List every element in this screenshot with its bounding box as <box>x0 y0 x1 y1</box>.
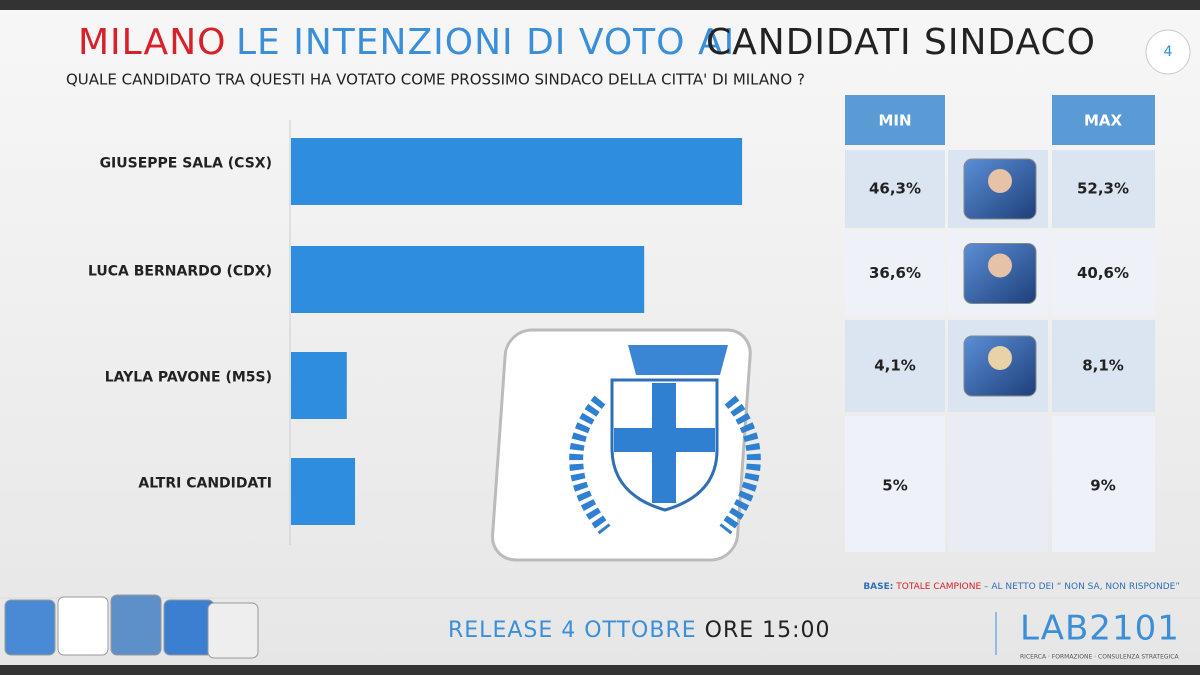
bar <box>291 138 743 205</box>
sample: TOTALE CAMPIONE <box>895 582 981 592</box>
photo-face <box>988 253 1012 278</box>
title-main: LE INTENZIONI DI VOTO AI <box>236 22 735 63</box>
cell <box>1052 232 1155 315</box>
min-cell: 5% <box>882 477 907 495</box>
category-label: LUCA BERNARDO (CDX) <box>88 264 272 280</box>
subtitle: QUALE CANDIDATO TRA QUESTI HA VOTATO COM… <box>66 71 805 89</box>
time: ORE 15:00 <box>705 618 831 643</box>
bar <box>291 246 645 313</box>
cell <box>845 232 945 315</box>
cell <box>948 416 1048 552</box>
max-cell: 40,6% <box>1077 264 1129 282</box>
max-cell: 8,1% <box>1082 357 1124 375</box>
max-cell: 9% <box>1090 477 1115 495</box>
release-note: RELEASE 4 OTTOBRE ORE 15:00 <box>448 618 831 643</box>
title-city: MILANO <box>78 22 226 63</box>
rest: – AL NETTO DEI “ NON SA, NON RISPONDE” <box>984 582 1180 592</box>
header-cell <box>845 95 945 145</box>
header-min: MIN <box>878 112 911 130</box>
title-end: CANDIDATI SINDACO <box>706 22 1096 63</box>
tagline: RICERCA · FORMAZIONE · CONSULENZA STRATE… <box>1020 654 1179 661</box>
min-cell: 36,6% <box>869 264 921 282</box>
base: BASE: <box>863 582 893 592</box>
category-label: GIUSEPPE SALA (CSX) <box>100 156 272 172</box>
page-number: 4 <box>1164 44 1173 60</box>
cell <box>845 416 945 552</box>
header-max: MAX <box>1084 112 1123 130</box>
cell <box>1052 416 1155 552</box>
cell <box>1052 320 1155 412</box>
cell <box>845 150 945 228</box>
page-circle <box>1145 29 1191 75</box>
release: RELEASE 4 OTTOBRE <box>448 618 697 643</box>
photo-face <box>988 346 1012 370</box>
min-cell: 4,1% <box>874 357 916 375</box>
min-cell: 46,3% <box>869 180 921 198</box>
bar <box>291 458 356 525</box>
logo: LAB2101 <box>1020 609 1180 649</box>
category-label: ALTRI CANDIDATI <box>138 476 272 492</box>
bar <box>291 352 347 419</box>
emblem <box>491 328 761 562</box>
header-cell <box>1052 95 1155 145</box>
bottom-band <box>0 665 1200 675</box>
logos <box>4 594 259 659</box>
category-label: LAYLA PAVONE (M5S) <box>105 370 272 386</box>
max-cell: 52,3% <box>1077 180 1129 198</box>
photo-face <box>988 169 1012 193</box>
cell <box>845 320 945 412</box>
top-band <box>0 0 1200 10</box>
cell <box>1052 150 1155 228</box>
base-note: BASE: TOTALE CAMPIONE – AL NETTO DEI “ N… <box>863 582 1180 592</box>
